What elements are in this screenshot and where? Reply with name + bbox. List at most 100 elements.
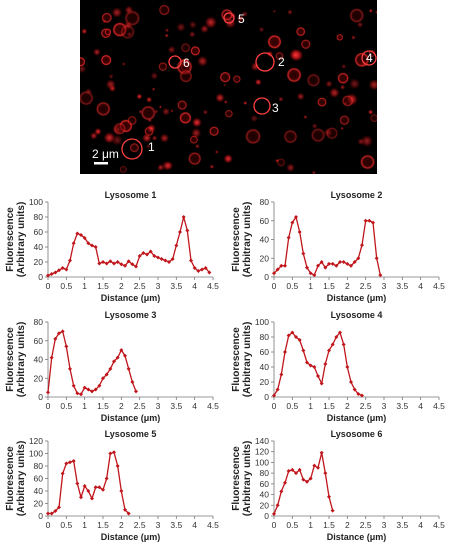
- x-tick-label: 2: [119, 401, 124, 411]
- y-tick-label: 40: [260, 235, 270, 245]
- x-tick-label: 3: [382, 401, 387, 411]
- data-point: [71, 383, 76, 388]
- data-point: [286, 235, 291, 240]
- x-tick-label: 0.5: [286, 281, 298, 291]
- data-point: [178, 230, 182, 234]
- series-line: [47, 216, 210, 277]
- data-point: [356, 256, 361, 261]
- data-point: [360, 393, 364, 398]
- y-axis-title: Fluorescence(Arbitrary units): [5, 322, 27, 398]
- data-point: [275, 387, 280, 392]
- data-point: [79, 495, 83, 500]
- chart-title: Lysosome 2: [331, 190, 383, 200]
- data-point: [75, 481, 80, 486]
- chart-lysosome-6: Lysosome 6 Fluorescence(Arbitrary units) 0…: [226, 428, 452, 553]
- chart-lysosome-3: Lysosome 3 Fluorescence(Arbitrary units) 0…: [0, 309, 226, 434]
- data-point: [297, 230, 302, 234]
- data-point: [301, 477, 306, 482]
- x-tick-label: 0.5: [60, 281, 72, 291]
- data-point: [203, 266, 208, 270]
- data-point: [82, 385, 87, 390]
- data-point: [90, 389, 94, 394]
- y-tick-label: 80: [34, 317, 44, 327]
- data-point: [305, 360, 309, 365]
- data-point: [123, 263, 127, 268]
- chart-title: Lysosome 1: [105, 190, 157, 200]
- data-point: [64, 461, 69, 466]
- data-point: [360, 243, 364, 248]
- data-point: [334, 263, 339, 268]
- x-tick-label: 1.5: [97, 520, 109, 530]
- x-tick-label: 2: [345, 520, 350, 530]
- data-point: [330, 261, 335, 266]
- data-point: [272, 393, 276, 398]
- x-tick-label: 4: [418, 401, 423, 411]
- data-point: [119, 262, 124, 267]
- data-point: [108, 451, 113, 456]
- data-point: [349, 380, 353, 384]
- data-point: [64, 344, 69, 349]
- data-point: [49, 272, 54, 276]
- data-point: [316, 374, 320, 378]
- data-point: [312, 463, 317, 468]
- data-point: [141, 251, 146, 255]
- data-point: [352, 260, 357, 264]
- data-point: [68, 366, 72, 371]
- data-point: [189, 258, 193, 263]
- x-tick-label: 2.5: [134, 520, 146, 530]
- data-point: [126, 259, 131, 264]
- data-point: [374, 256, 379, 261]
- y-tick-label: 0: [38, 272, 43, 282]
- data-point: [283, 480, 287, 485]
- x-tick-label: 4.5: [433, 281, 445, 291]
- data-point: [286, 333, 291, 338]
- data-point: [108, 259, 113, 264]
- x-tick-label: 1: [82, 401, 87, 411]
- data-point: [174, 243, 179, 248]
- data-point: [341, 260, 346, 264]
- lysosome-label-3: 3: [272, 101, 279, 115]
- data-point: [301, 348, 306, 353]
- data-point: [90, 496, 94, 501]
- x-tick-label: 2.5: [134, 281, 146, 291]
- x-tick-label: 0.5: [60, 401, 72, 411]
- data-point: [371, 220, 375, 225]
- data-point: [319, 260, 324, 264]
- data-point: [86, 241, 91, 246]
- data-point: [152, 254, 157, 258]
- data-point: [75, 391, 80, 396]
- y-tick-label: 0: [38, 392, 43, 402]
- x-tick-label: 4.5: [433, 520, 445, 530]
- data-point: [123, 353, 127, 358]
- x-tick-label: 4: [418, 520, 423, 530]
- chart-title: Lysosome 4: [331, 310, 383, 320]
- data-point: [148, 249, 153, 254]
- x-tick-label: 3.5: [396, 401, 408, 411]
- lysosome-marker-5: [223, 12, 235, 24]
- data-point: [97, 485, 102, 490]
- x-tick-label: 4.5: [207, 281, 219, 291]
- x-axis-title: Distance (μm): [327, 532, 387, 542]
- data-point: [272, 271, 276, 276]
- data-point: [71, 241, 76, 246]
- data-point: [79, 392, 83, 397]
- chart-lysosome-2: Lysosome 2 Fluorescence(Arbitrary units) 0…: [226, 189, 452, 314]
- x-tick-label: 3.5: [170, 281, 182, 291]
- data-point: [86, 489, 91, 493]
- data-point: [115, 355, 120, 360]
- x-tick-label: 2: [345, 281, 350, 291]
- data-point: [200, 267, 204, 272]
- x-axis-title: Distance (μm): [327, 413, 387, 423]
- x-tick-label: 3.5: [396, 281, 408, 291]
- data-point: [108, 366, 113, 371]
- x-tick-label: 3.5: [170, 401, 182, 411]
- y-tick-label: 80: [260, 197, 270, 207]
- data-point: [90, 243, 94, 248]
- x-tick-label: 2: [345, 401, 350, 411]
- chart-lysosome-1: Lysosome 1 Fluorescence(Arbitrary units) 0…: [0, 189, 226, 314]
- data-point: [46, 273, 50, 278]
- data-point: [104, 372, 109, 377]
- data-point: [378, 273, 383, 278]
- data-point: [308, 476, 313, 481]
- y-tick-label: 0: [38, 511, 43, 521]
